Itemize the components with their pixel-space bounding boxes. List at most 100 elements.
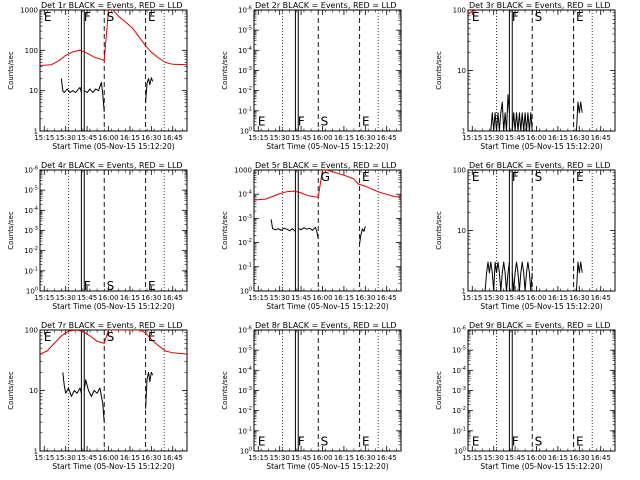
x-tick-label: 16:00: [526, 294, 546, 302]
marker-letter: F: [84, 10, 91, 24]
x-tick-label: 15:15: [248, 454, 268, 462]
x-tick-label: 15:45: [505, 134, 525, 142]
marker-letter: S: [107, 10, 115, 24]
x-tick-label: 16:00: [312, 294, 332, 302]
marker-letter: F: [298, 114, 305, 128]
x-tick-label: 15:30: [270, 294, 290, 302]
marker-letter: F: [84, 279, 91, 293]
marker-letter: F: [512, 170, 519, 184]
marker-letter: S: [321, 114, 329, 128]
panel-det-1: Det 1r BLACK = Events, RED = LLD 1 10 100 10…: [7, 1, 188, 151]
panel-title: Det 2r BLACK = Events, RED = LLD: [255, 1, 397, 10]
y-tick-label: 100: [240, 447, 252, 456]
x-tick-label: 16:15: [334, 294, 354, 302]
x-tick-label: 15:30: [484, 134, 504, 142]
marker-letter: E: [258, 114, 266, 128]
panel-det-7: Det 7r BLACK = Events, RED = LLD 1 10 100 15…: [7, 321, 188, 471]
events-series-line: [83, 379, 105, 423]
marker-letter: E: [362, 434, 370, 448]
y-tick-label: 100: [25, 47, 38, 55]
marker-letter: E: [362, 170, 370, 184]
x-tick-label: 15:30: [484, 294, 504, 302]
marker-letter: E: [258, 434, 266, 448]
x-tick-label: 16:45: [377, 454, 397, 462]
events-series-line: [145, 77, 154, 103]
data-area: [468, 10, 583, 131]
x-tick-label: 16:15: [120, 294, 140, 302]
plot-frame: [253, 9, 402, 132]
y-axis-label: Counts/sec: [435, 51, 443, 90]
x-tick-label: 15:45: [505, 294, 525, 302]
panel-det-4: Det 4r BLACK = Events, RED = LLD 100 10-1 1…: [7, 161, 188, 311]
x-tick-label: 16:00: [98, 454, 118, 462]
y-tick-label: 10-2: [238, 86, 252, 95]
marker-letter: E: [576, 10, 584, 24]
y-tick-label: 1000: [234, 167, 252, 175]
data-area: [484, 261, 583, 291]
x-tick-label: 15:15: [462, 294, 482, 302]
marker-letter: E: [148, 330, 156, 344]
y-tick-label: 1000: [20, 7, 38, 15]
marker-letter: S: [535, 170, 543, 184]
x-tick-label: 16:15: [120, 454, 140, 462]
marker-letter: E: [148, 10, 156, 24]
marker-letter: E: [472, 170, 480, 184]
y-tick-label: 1: [34, 448, 38, 456]
y-tick-label: 10: [457, 67, 466, 75]
x-axis-label: Start Time (05-Nov-15 15:12:20): [52, 462, 174, 471]
x-tick-label: 16:00: [526, 134, 546, 142]
y-tick-label: 10-3: [238, 66, 252, 75]
y-tick-label: 10-3: [452, 386, 466, 395]
x-tick-label: 16:00: [98, 294, 118, 302]
y-tick-label: 10-2: [238, 406, 252, 415]
marker-letter: E: [44, 10, 52, 24]
events-series-line: [62, 372, 82, 397]
y-tick-label: 10-2: [238, 238, 252, 247]
x-tick-label: 16:45: [591, 134, 611, 142]
y-tick-label: 10-1: [238, 106, 252, 115]
x-tick-label: 16:15: [548, 134, 568, 142]
events-series-line: [60, 78, 82, 93]
y-tick-label: 10: [29, 87, 38, 95]
x-tick-label: 16:15: [334, 134, 354, 142]
y-tick-label: 100: [25, 327, 38, 335]
x-tick-label: 16:15: [548, 294, 568, 302]
marker-letter: F: [512, 10, 519, 24]
marker-letter: E: [362, 114, 370, 128]
x-tick-label: 15:15: [248, 134, 268, 142]
x-tick-label: 16:45: [163, 294, 183, 302]
y-tick-label: 10-6: [24, 166, 38, 175]
lld-series-line: [468, 10, 477, 15]
x-tick-label: 16:30: [569, 294, 589, 302]
y-tick-label: 10-6: [238, 326, 252, 335]
x-tick-label: 15:45: [291, 134, 311, 142]
x-axis-label: Start Time (05-Nov-15 15:12:20): [52, 142, 174, 151]
events-series-line: [576, 261, 583, 291]
panel-title: Det 9r BLACK = Events, RED = LLD: [469, 321, 611, 330]
lld-series-line: [254, 170, 401, 201]
y-tick-label: 10-4: [238, 366, 252, 375]
data-area: [40, 10, 187, 112]
marker-letter: S: [321, 434, 329, 448]
y-axis-label: Counts/sec: [435, 371, 443, 410]
marker-letter: E: [472, 434, 480, 448]
y-tick-label: 10: [29, 387, 38, 395]
y-axis-label: Counts/sec: [221, 371, 229, 410]
y-tick-label: 10-5: [238, 346, 252, 355]
marker-letter: E: [576, 434, 584, 448]
plot-frame: [39, 9, 188, 132]
panel-det-5: Det 5r BLACK = Events, RED = LLD 100 10-1 1…: [221, 161, 402, 311]
events-series-line: [576, 101, 583, 131]
y-tick-label: 10-5: [238, 26, 252, 35]
plot-frame: [467, 169, 616, 292]
x-tick-label: 16:45: [591, 454, 611, 462]
x-axis-label: Start Time (05-Nov-15 15:12:20): [480, 462, 602, 471]
panel-title: Det 6r BLACK = Events, RED = LLD: [469, 161, 611, 170]
panel-det-6: Det 6r BLACK = Events, RED = LLD 1 10 100 15…: [435, 161, 616, 311]
x-tick-label: 16:30: [569, 454, 589, 462]
events-series-line: [490, 94, 510, 131]
events-series-line: [511, 112, 533, 131]
y-tick-label: 10-1: [238, 426, 252, 435]
y-tick-label: 100: [454, 447, 466, 456]
